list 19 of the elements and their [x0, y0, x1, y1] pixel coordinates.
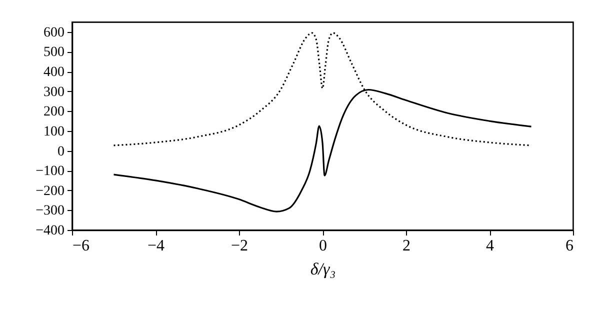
x-tick-label: −4 — [147, 238, 165, 254]
x-axis-title: δ/γ₃ — [310, 260, 336, 278]
y-tick-label: 400 — [44, 65, 64, 80]
y-tick-label: 0 — [58, 144, 64, 160]
y-tick-label: 600 — [44, 25, 64, 40]
x-tick-label: 2 — [402, 238, 410, 254]
y-tick-label: −100 — [36, 164, 64, 180]
y-tick-label: −200 — [36, 184, 64, 199]
y-tick-label: 100 — [44, 124, 64, 140]
x-tick-label: 0 — [319, 238, 327, 254]
y-tick-label: −400 — [36, 224, 64, 238]
y-tick-label: −300 — [36, 204, 64, 219]
x-tick-label: −2 — [230, 238, 248, 254]
y-tick-label: 500 — [44, 45, 64, 60]
y-tick-label: 300 — [44, 84, 64, 100]
x-tick-label: 6 — [566, 238, 574, 254]
x-tick-label: 4 — [486, 238, 494, 254]
y-tick-label: 200 — [44, 104, 64, 120]
x-tick-label: −6 — [72, 238, 90, 254]
